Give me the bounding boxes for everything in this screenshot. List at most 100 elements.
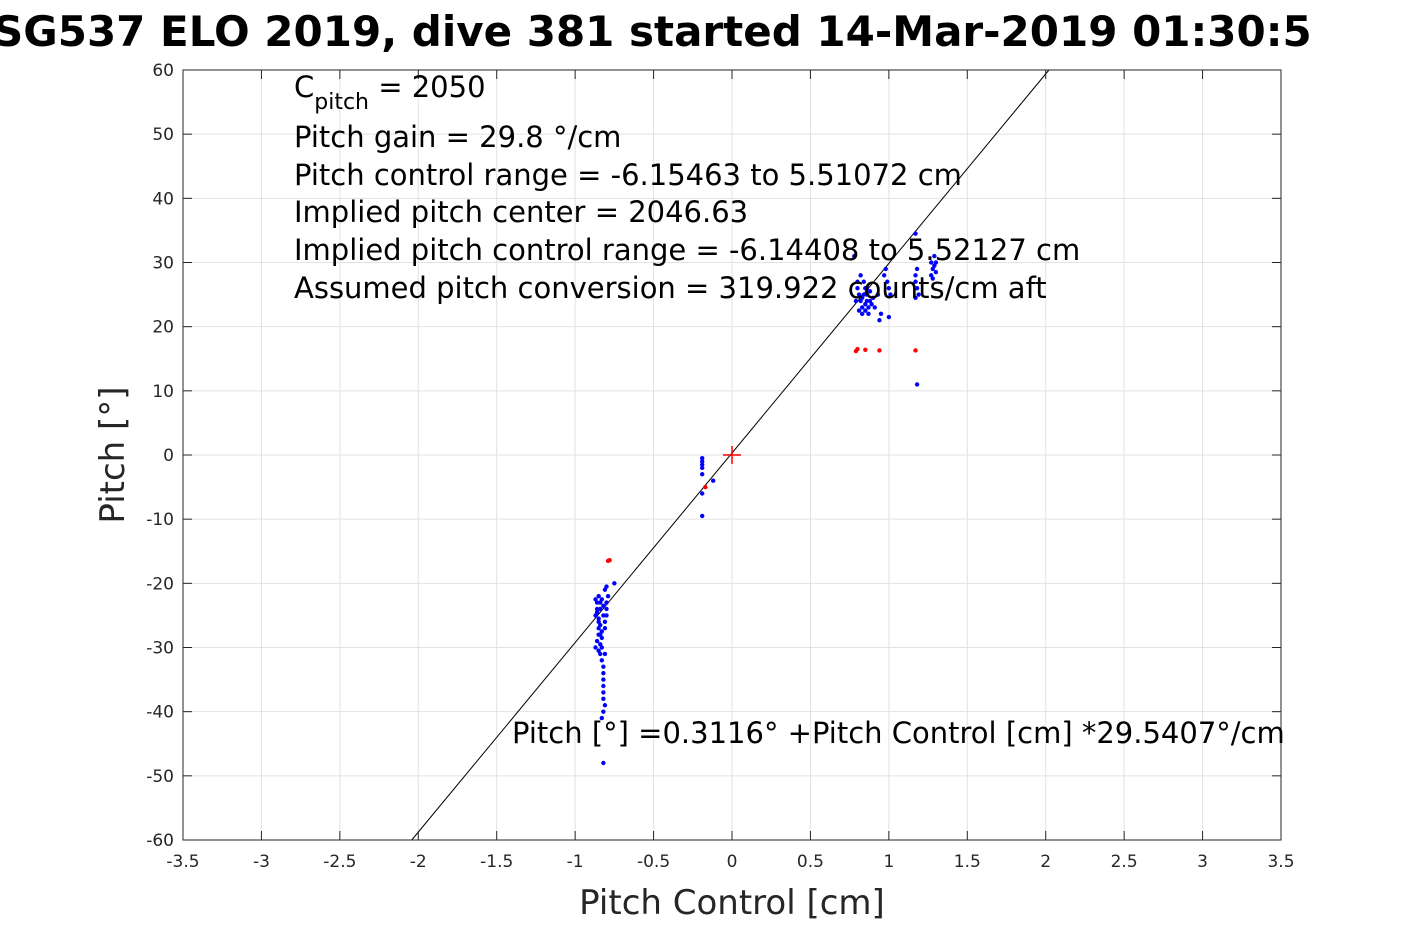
y-tick-label: 60 (152, 61, 174, 81)
y-tick-label: -60 (146, 831, 174, 851)
data-point (855, 279, 860, 284)
data-point (601, 690, 606, 695)
data-point (601, 683, 606, 689)
x-axis-label: Pitch Control [cm] (579, 883, 885, 923)
x-tick-label: 3.5 (1267, 852, 1294, 872)
data-point (596, 626, 601, 631)
x-tick-label: 0 (727, 852, 738, 872)
y-tick-label: 50 (152, 125, 174, 145)
data-point (598, 600, 603, 605)
data-point (867, 289, 873, 294)
x-tick-label: -1 (567, 852, 584, 872)
data-point (875, 292, 881, 297)
data-point (601, 760, 606, 766)
x-tick-label: -1.5 (480, 852, 513, 872)
data-point (604, 613, 609, 618)
center-marker (723, 446, 741, 464)
y-tick-label: 0 (163, 446, 174, 466)
x-tick-label: -3.5 (166, 852, 199, 872)
data-point (863, 347, 868, 352)
x-tick-label: -0.5 (637, 852, 670, 872)
data-point (859, 311, 865, 317)
data-point (703, 484, 708, 490)
data-points (593, 231, 939, 766)
data-point (932, 263, 937, 268)
data-point (866, 305, 871, 310)
data-point (699, 456, 705, 461)
data-point (601, 613, 606, 618)
data-point (598, 606, 603, 612)
data-point (699, 462, 705, 467)
data-point (599, 715, 605, 721)
data-point (596, 593, 601, 599)
y-tick-label: -30 (146, 639, 174, 659)
data-point (602, 651, 608, 657)
data-point (596, 648, 601, 653)
data-point (861, 279, 866, 284)
x-tick-label: 1.5 (954, 852, 981, 872)
data-point (852, 253, 857, 259)
y-tick-label: 40 (152, 189, 174, 209)
data-point (913, 273, 918, 278)
annotation-line: Implied pitch control range = -6.14408 t… (294, 233, 1080, 267)
y-tick-label: -10 (146, 510, 174, 530)
data-point (885, 279, 890, 284)
data-point (863, 302, 868, 307)
chart-title: SG537 ELO 2019, dive 381 started 14-Mar-… (0, 7, 1312, 56)
data-point (601, 603, 606, 608)
data-point (914, 266, 920, 272)
data-point (913, 279, 918, 284)
data-point (881, 273, 887, 278)
x-tick-label: -2.5 (323, 852, 356, 872)
data-point (594, 610, 600, 615)
annotation-line: Pitch control range = -6.15463 to 5.5107… (294, 158, 962, 192)
data-point (601, 696, 606, 702)
annotation-line: Cpitch = 2050 (294, 70, 486, 115)
data-point (859, 305, 865, 310)
data-point (913, 348, 918, 353)
data-point (699, 472, 705, 477)
annotation-line: Assumed pitch conversion = 319.922 count… (294, 271, 1047, 305)
data-point (913, 231, 918, 236)
data-point (856, 308, 862, 313)
data-point (599, 645, 605, 650)
data-point (859, 295, 865, 300)
x-tick-label: 2 (1040, 852, 1051, 872)
data-point (886, 285, 892, 291)
x-tick-label: 1 (883, 852, 894, 872)
data-point (932, 253, 937, 259)
data-point (883, 266, 888, 272)
data-point (855, 346, 860, 352)
data-point (601, 670, 606, 676)
gridlines (183, 70, 1281, 840)
x-tick-label: -3 (253, 852, 270, 872)
data-point (601, 677, 606, 682)
data-point (604, 606, 609, 612)
fit-equation-label: Pitch [°] =0.3116° +Pitch Control [cm] *… (512, 716, 1285, 750)
data-point (601, 664, 606, 669)
y-tick-label: -20 (146, 574, 174, 594)
data-point (602, 619, 608, 625)
data-point (594, 606, 600, 612)
x-tick-label: 0.5 (797, 852, 824, 872)
data-point (599, 658, 605, 663)
data-point (699, 459, 705, 464)
data-point (856, 292, 862, 297)
data-point (913, 295, 918, 300)
data-point (602, 626, 608, 631)
x-tick-label: 3 (1197, 852, 1208, 872)
y-tick-label: 10 (152, 382, 174, 402)
annotation-line: Pitch gain = 29.8 °/cm (294, 120, 621, 154)
data-point (593, 645, 598, 650)
data-point (594, 638, 600, 644)
data-point (612, 581, 617, 586)
data-point (869, 302, 874, 307)
data-point (853, 298, 859, 304)
data-point (855, 285, 860, 291)
data-point (601, 709, 606, 714)
x-tick-label: -2 (410, 852, 427, 872)
data-point (916, 292, 921, 297)
data-point (605, 593, 611, 599)
